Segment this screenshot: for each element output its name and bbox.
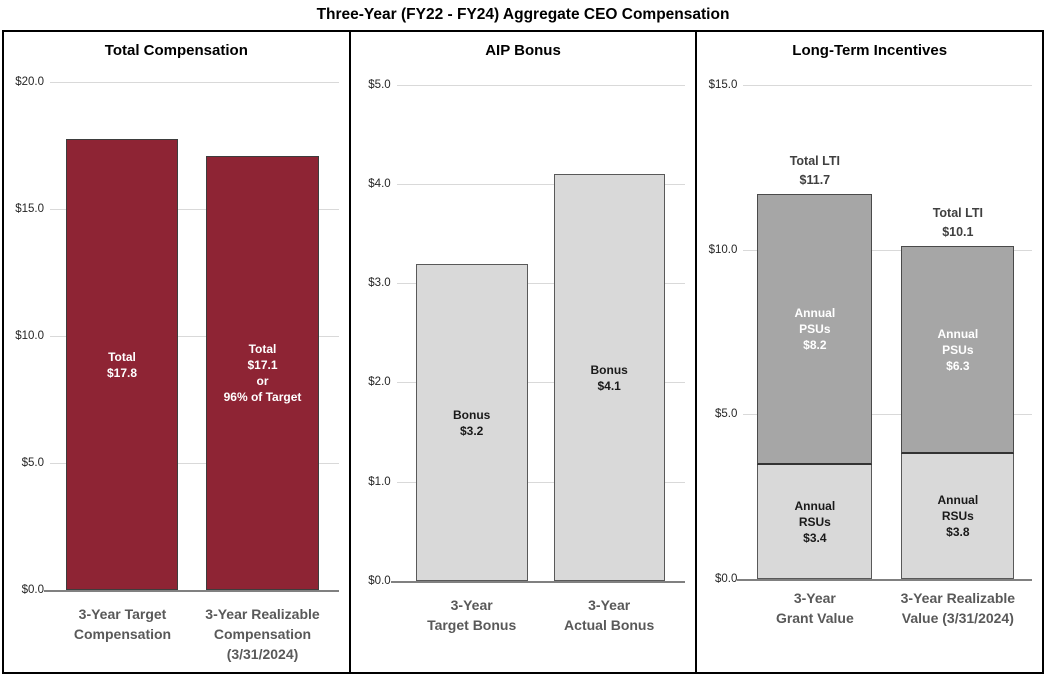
bar-value-label: Bonus $4.1 [590,362,628,393]
y-axis-tick-label: $0.0 [21,584,44,596]
y-axis-tick-label: $3.0 [368,277,391,289]
y-axis-tick-label: $15.0 [708,79,738,91]
panel-title: Long-Term Incentives [792,42,948,59]
gridline [396,283,686,284]
bar-target-compensation: Total $17.8 [66,139,178,590]
gridline [743,85,1033,86]
x-category-label: 3-Year Grant Value [775,590,854,626]
y-axis-tick-label: $0.0 [368,575,391,587]
gridline [396,482,686,483]
psu-value-label: Annual PSUs $6.3 [937,326,979,373]
gridline [50,82,339,83]
x-category-label: 3-Year Realizable Compensation (3/31/202… [205,606,320,662]
x-category-label: 3-Year Actual Bonus [564,597,655,633]
y-axis-tick-label: $10.0 [708,244,738,256]
panel-total-compensation: Total Compensation $20.0 $15.0 $10.0 $5.… [4,32,351,672]
chart-main-title: Three-Year (FY22 - FY24) Aggregate CEO C… [316,6,730,23]
gridline [743,414,1033,415]
gridline [396,184,686,185]
y-axis-tick-label: $20.0 [15,76,44,88]
stacked-bar-realizable-value: Annual PSUs $6.3 Annual RSUs $3.8 [901,246,1015,579]
x-axis-line [390,581,686,583]
gridline [743,250,1033,251]
y-axis-tick-label: $5.0 [21,457,44,469]
bar-actual-bonus: Bonus $4.1 [553,174,665,581]
y-axis-tick-label: $5.0 [368,79,391,91]
y-axis-tick-label: $2.0 [368,376,391,388]
x-category-label: 3-Year Target Bonus [427,597,517,633]
psu-value-label: Annual PSUs $8.2 [794,306,836,352]
psu-segment: Annual PSUs $8.2 [757,194,873,465]
y-axis-tick-label: $0.0 [714,573,738,585]
y-axis-tick-label: $15.0 [15,203,44,215]
y-axis-tick-label: $5.0 [714,408,738,420]
bar-value-label: Total $17.1 or 96% of Target [223,342,302,404]
panel-aip-bonus: AIP Bonus $5.0 $4.0 $3.0 $2.0 $1.0 $0.0 … [351,32,698,672]
bar-value-label: Bonus $3.2 [453,407,491,438]
stacked-bar-grant-value: Annual PSUs $8.2 Annual RSUs $3.4 [757,194,873,579]
bar-value-label: Total $17.8 [106,349,138,380]
y-axis-tick-label: $4.0 [368,178,391,190]
x-category-label: 3-Year Realizable Value (3/31/2024) [900,590,1016,626]
gridline [50,209,339,210]
x-axis-line [44,590,339,592]
chart-panels-container: Total Compensation $20.0 $15.0 $10.0 $5.… [2,30,1044,674]
total-lti-label: Total LTI $10.1 [932,206,983,239]
gridline [396,382,686,383]
bar-target-bonus: Bonus $3.2 [415,264,528,581]
y-axis-tick-label: $10.0 [15,330,44,342]
panel-title: AIP Bonus [485,42,561,59]
panel-title: Total Compensation [104,42,248,59]
total-lti-label: Total LTI $11.7 [789,154,840,187]
x-category-label: 3-Year Target Compensation [73,606,172,642]
gridline [50,336,339,337]
x-axis-line [737,579,1033,581]
bar-realizable-compensation: Total $17.1 or 96% of Target [206,156,319,590]
panel-long-term-incentives: Long-Term Incentives $15.0 $10.0 $5.0 $0… [697,32,1042,672]
rsu-value-label: Annual RSUs $3.4 [794,498,836,545]
gridline [396,85,686,86]
psu-segment: Annual PSUs $6.3 [901,246,1015,454]
y-axis-tick-label: $1.0 [368,476,391,488]
rsu-value-label: Annual RSUs $3.8 [937,493,979,539]
gridline [50,463,339,464]
rsu-segment: Annual RSUs $3.4 [757,465,873,579]
rsu-segment: Annual RSUs $3.8 [901,454,1015,579]
